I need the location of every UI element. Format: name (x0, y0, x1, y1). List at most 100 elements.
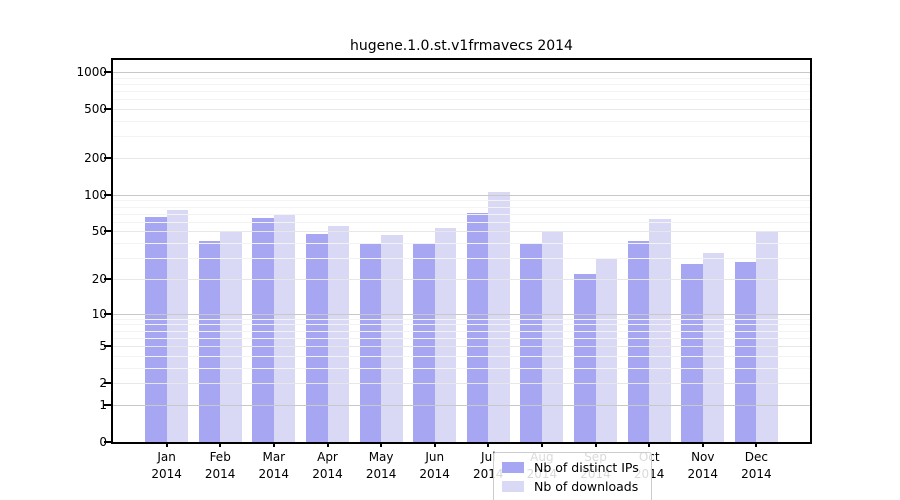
x-tick-mark-jul (487, 442, 490, 447)
x-tick-label-nov: Nov 2014 (687, 450, 719, 481)
legend-label-distinct-ips: Nb of distinct IPs (534, 460, 639, 475)
bar-downloads-jul (488, 192, 510, 442)
x-tick-label-jun: Jun 2014 (419, 450, 450, 481)
gridline-3 (113, 367, 810, 369)
gridline-300 (113, 136, 810, 138)
y-tick-mark-1000 (104, 71, 111, 73)
x-tick-mark-sep (594, 442, 597, 447)
bar-downloads-jun (434, 228, 457, 442)
legend-row-downloads: Nb of downloads (502, 477, 639, 496)
x-tick-mark-aug (540, 442, 543, 447)
bar-downloads-dec (756, 231, 778, 442)
gridline-100 (113, 194, 810, 196)
y-tick-mark-2 (104, 382, 111, 385)
y-tick-label-50: 50 (91, 224, 107, 239)
x-tick-label-feb: Feb 2014 (204, 450, 236, 481)
gridline-40 (113, 243, 810, 245)
x-tick-mark-jan (165, 442, 168, 447)
gridline-600 (113, 99, 810, 101)
x-tick-mark-nov (701, 442, 704, 447)
x-tick-mark-oct (648, 442, 651, 447)
bar-distinct-ips-dec (734, 261, 757, 442)
plot-canvas (113, 60, 810, 442)
bar-distinct-ips-oct (627, 240, 650, 442)
bar-distinct-ips-mar (252, 218, 274, 442)
x-tick-mark-mar (272, 442, 275, 447)
y-tick-mark-20 (104, 277, 111, 280)
gridline-20 (113, 278, 810, 280)
bar-distinct-ips-feb (198, 240, 221, 442)
y-tick-label-5: 5 (99, 339, 107, 353)
y-tick-label-2: 2 (99, 376, 107, 391)
bar-distinct-ips-may (359, 244, 382, 442)
gridline-8 (113, 324, 810, 326)
y-tick-mark-1 (104, 403, 111, 406)
gridline-6 (113, 337, 810, 339)
x-tick-mark-dec (755, 442, 758, 447)
x-tick-label-mar: Mar 2014 (258, 450, 290, 481)
y-tick-mark-0 (104, 441, 111, 443)
x-tick-mark-may (380, 442, 383, 447)
bar-distinct-ips-sep (574, 274, 596, 442)
legend-row-distinct-ips: Nb of distinct IPs (502, 458, 639, 477)
y-tick-label-20: 20 (91, 271, 107, 286)
x-tick-mark-jun (433, 442, 436, 447)
y-tick-label-1000: 1000 (76, 65, 107, 79)
bar-distinct-ips-aug (520, 244, 542, 442)
bar-downloads-apr (327, 226, 349, 442)
y-tick-label-1: 1 (99, 397, 107, 412)
bar-downloads-mar (273, 213, 296, 442)
x-tick-label-apr: Apr 2014 (312, 450, 343, 481)
gridline-80 (113, 206, 810, 208)
gridline-800 (113, 83, 810, 85)
bar-downloads-sep (595, 258, 617, 442)
bar-downloads-aug (541, 231, 564, 442)
legend-swatch-distinct-ips (502, 462, 524, 473)
gridline-1000 (113, 72, 810, 73)
y-tick-mark-50 (104, 230, 111, 233)
legend-swatch-downloads (502, 481, 524, 492)
x-tick-label-jan: Jan 2014 (151, 450, 182, 481)
gridline-10 (113, 313, 810, 315)
bar-downloads-feb (220, 231, 242, 442)
y-tick-mark-10 (104, 312, 111, 315)
y-tick-label-0: 0 (99, 435, 107, 449)
gridline-70 (113, 213, 810, 215)
y-tick-label-100: 100 (84, 187, 107, 202)
x-tick-label-dec: Dec 2014 (741, 450, 772, 481)
plot-area: Nb of distinct IPs Nb of downloads (111, 58, 812, 500)
gridline-5 (113, 346, 810, 347)
legend: Nb of distinct IPs Nb of downloads (493, 452, 652, 500)
legend-label-downloads: Nb of downloads (534, 479, 639, 494)
bar-downloads-jan (166, 210, 189, 442)
gridline-1 (113, 404, 810, 406)
gridline-30 (113, 258, 810, 260)
gridline-700 (113, 91, 810, 93)
y-tick-mark-500 (104, 108, 111, 111)
gridline-90 (113, 200, 810, 202)
gridline-4 (113, 355, 810, 357)
gridline-9 (113, 318, 810, 320)
bar-distinct-ips-jan (145, 216, 167, 442)
bar-distinct-ips-jul (466, 213, 489, 442)
y-tick-label-500: 500 (84, 102, 107, 117)
gridline-50 (113, 231, 810, 233)
gridline-400 (113, 121, 810, 122)
gridline-200 (113, 158, 810, 159)
x-tick-label-may: May 2014 (365, 450, 397, 481)
gridline-7 (113, 330, 810, 332)
y-tick-mark-100 (104, 193, 111, 196)
bar-distinct-ips-jun (413, 243, 435, 442)
gridline-60 (113, 221, 810, 223)
x-tick-mark-apr (326, 442, 329, 447)
y-tick-label-200: 200 (84, 151, 107, 165)
gridline-500 (113, 109, 810, 111)
bar-downloads-nov (702, 253, 725, 442)
x-tick-mark-feb (219, 442, 222, 447)
y-tick-label-10: 10 (91, 306, 107, 321)
y-tick-mark-5 (104, 345, 111, 347)
chart-title: hugene.1.0.st.v1frmavecs 2014 (350, 38, 573, 54)
gridline-2 (113, 383, 810, 385)
y-tick-mark-200 (104, 157, 111, 159)
